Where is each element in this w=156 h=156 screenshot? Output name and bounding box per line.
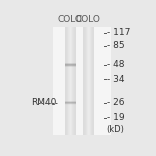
Bar [65,101,76,102]
Bar [89,27,90,135]
Bar [85,27,86,135]
Bar [71,27,72,135]
Text: COLO: COLO [58,15,83,24]
Bar [65,104,76,105]
Text: (kD): (kD) [107,125,124,134]
Bar [93,27,94,135]
Bar [91,27,92,135]
Text: - 34: - 34 [107,75,124,84]
Bar [53,27,111,135]
Bar [65,103,76,104]
Bar [70,27,71,135]
Bar [86,27,87,135]
Text: - 48: - 48 [107,61,124,69]
Bar [65,64,76,65]
Bar [68,27,69,135]
Bar [65,63,76,64]
Text: - 19: - 19 [107,113,124,122]
Bar [65,102,76,103]
Bar [72,27,73,135]
Bar [73,27,74,135]
Bar [90,27,91,135]
Bar [87,27,88,135]
Bar [65,65,76,66]
Bar [69,27,70,135]
Bar [88,27,89,135]
Bar [67,27,68,135]
Text: RM40: RM40 [31,98,56,107]
Text: COLO: COLO [76,15,101,24]
Text: - 85: - 85 [107,41,124,50]
Bar [84,27,85,135]
Bar [65,66,76,67]
Bar [74,27,75,135]
Bar [66,27,67,135]
Bar [92,27,93,135]
Bar [75,27,76,135]
Text: - 117: - 117 [107,28,130,37]
Bar [65,27,66,135]
Text: - 26: - 26 [107,98,124,107]
Bar [83,27,84,135]
